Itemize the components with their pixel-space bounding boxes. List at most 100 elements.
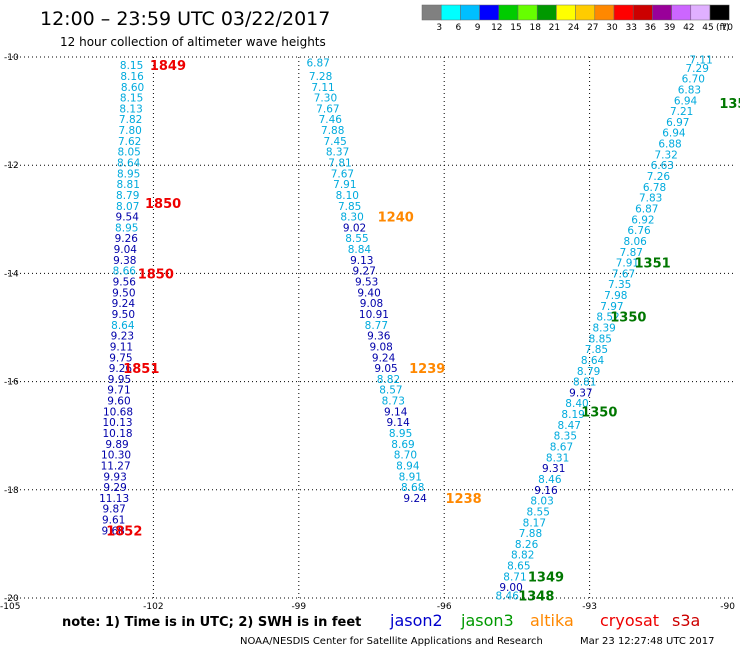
swh-value: 9.38 xyxy=(113,255,136,267)
legend-entry: altika xyxy=(530,611,574,630)
swh-value: 8.30 xyxy=(340,212,363,224)
swh-value: 7.35 xyxy=(608,279,631,291)
time-label: 1850 xyxy=(145,197,181,212)
swh-value: 8.94 xyxy=(396,460,420,472)
legend-entry: jason3 xyxy=(460,611,514,630)
swh-value: 8.66 xyxy=(113,266,137,278)
swh-value: 9.60 xyxy=(107,396,130,408)
swh-value: 9.36 xyxy=(367,331,391,343)
swh-value: 9.29 xyxy=(103,482,126,494)
swh-value: 8.55 xyxy=(527,506,550,518)
colorbar-swatch xyxy=(690,4,711,21)
x-tick-label: -105 xyxy=(0,602,20,612)
time-label: 1240 xyxy=(378,211,414,226)
colorbar-swatch xyxy=(498,4,519,21)
swh-value: 8.68 xyxy=(401,482,424,494)
swh-value: 9.27 xyxy=(353,266,376,278)
swh-value: 9.24 xyxy=(372,352,396,364)
swh-value: 8.26 xyxy=(515,539,539,551)
time-label: 1851 xyxy=(123,362,159,377)
swh-value: 7.62 xyxy=(118,136,141,148)
swh-value: 9.93 xyxy=(103,471,126,483)
colorbar-tick: 6 xyxy=(456,23,462,33)
swh-value: 8.06 xyxy=(623,236,647,248)
y-tick-label: -10 xyxy=(4,53,19,63)
swh-value: 9.16 xyxy=(534,485,558,497)
swh-value: 8.40 xyxy=(565,398,588,410)
time-labels: 1849 1850 1850 1851 1852 1240 1239 1238 1351 1351… xyxy=(106,59,740,604)
swh-value: 8.46 xyxy=(496,590,520,602)
swh-value: 8.64 xyxy=(111,320,135,332)
swh-value: 8.03 xyxy=(530,496,553,508)
swh-value: 6.94 xyxy=(662,128,686,140)
swh-value: 8.16 xyxy=(120,71,144,83)
swh-value: 6.70 xyxy=(682,74,705,86)
swh-value: 8.79 xyxy=(577,366,600,378)
swh-value: 8.13 xyxy=(119,103,142,115)
swh-value: 11.13 xyxy=(99,493,129,505)
x-tick-label: -99 xyxy=(291,602,306,612)
colorbar-tick: 12 xyxy=(491,23,502,33)
swh-value: 9.13 xyxy=(350,255,373,267)
swh-value: 8.15 xyxy=(120,93,143,105)
time-label: 1852 xyxy=(106,524,142,539)
swh-value: 8.52 xyxy=(596,312,619,324)
swh-value: 8.31 xyxy=(546,452,569,464)
colorbar-swatch xyxy=(613,4,634,21)
swh-value: 9.26 xyxy=(115,233,139,245)
swh-value: 9.40 xyxy=(357,287,380,299)
swh-value: 9.08 xyxy=(360,298,383,310)
time-label: 1349 xyxy=(528,570,564,585)
swh-value: 7.67 xyxy=(316,103,339,115)
swh-value: 10.68 xyxy=(103,406,133,418)
swh-value: 7.91 xyxy=(333,179,356,191)
swh-value: 6.97 xyxy=(666,117,689,129)
swh-value: 8.37 xyxy=(326,147,349,159)
colorbar-tick: 21 xyxy=(549,23,560,33)
x-tick-label: -102 xyxy=(143,602,163,612)
time-label: 1238 xyxy=(445,492,481,507)
time-label: 1850 xyxy=(138,267,174,282)
swh-value: 9.89 xyxy=(105,439,128,451)
swh-value: 9.53 xyxy=(355,277,378,289)
legend-entry: s3a xyxy=(672,611,700,630)
swh-value: 8.79 xyxy=(116,190,139,202)
swh-value: 8.55 xyxy=(345,233,368,245)
swh-value: 6.87 xyxy=(306,57,329,69)
swh-value: 8.82 xyxy=(377,374,400,386)
swh-value: 8.46 xyxy=(538,474,562,486)
swh-value: 8.73 xyxy=(382,396,405,408)
swh-value: 7.11 xyxy=(689,55,712,67)
swh-value: 9.14 xyxy=(386,417,410,429)
swh-value: 8.39 xyxy=(592,323,615,335)
swh-value: 8.57 xyxy=(379,385,402,397)
swh-value: 8.67 xyxy=(550,442,573,454)
swh-value: 9.24 xyxy=(403,493,427,505)
swh-value: 8.47 xyxy=(558,420,581,432)
swh-value: 8.81 xyxy=(573,377,596,389)
time-label: 1849 xyxy=(150,59,186,74)
swh-value: 8.85 xyxy=(589,333,612,345)
swh-value: 8.60 xyxy=(121,82,144,94)
swh-value: 7.82 xyxy=(119,114,142,126)
colorbar-swatch xyxy=(479,4,500,21)
swh-value: 7.85 xyxy=(338,201,361,213)
swh-value: 8.91 xyxy=(399,471,422,483)
swh-value: 9.75 xyxy=(109,352,132,364)
swh-value: 9.54 xyxy=(116,212,140,224)
colorbar-swatch xyxy=(460,4,480,21)
swh-value: 6.88 xyxy=(658,139,681,151)
x-tick-label: -90 xyxy=(720,602,735,612)
swh-value: 9.37 xyxy=(569,387,592,399)
colorbar-unit: (ft) xyxy=(716,23,730,33)
colorbar-swatch xyxy=(440,4,461,21)
time-label: 1350 xyxy=(581,405,617,420)
swh-value: 8.64 xyxy=(117,157,141,169)
swh-value: 7.85 xyxy=(585,344,608,356)
colorbar-tick: 42 xyxy=(683,23,694,33)
time-label: 1351 xyxy=(635,257,671,272)
colorbar-swatch xyxy=(594,4,615,21)
swh-value: 8.81 xyxy=(117,179,140,191)
swh-value: 6.83 xyxy=(678,84,701,96)
